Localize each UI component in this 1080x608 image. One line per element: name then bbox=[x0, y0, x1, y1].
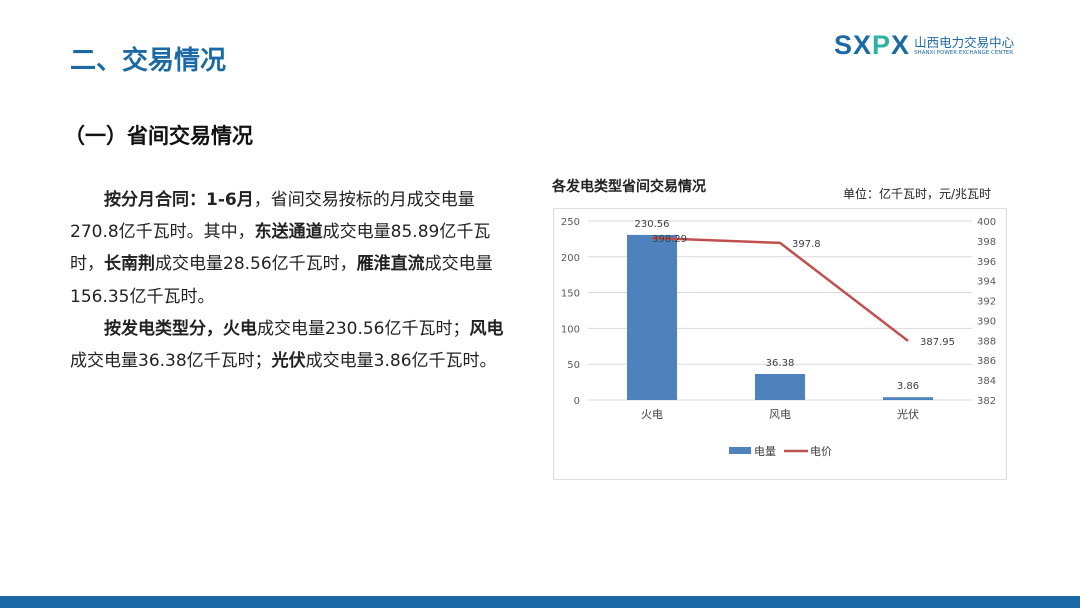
bold-text: 东送通道 bbox=[254, 222, 323, 243]
right-tick-label: 382 bbox=[977, 396, 996, 407]
right-tick-label: 400 bbox=[977, 217, 996, 228]
price-line bbox=[651, 236, 909, 342]
bar-data-label: 3.86 bbox=[897, 381, 919, 392]
paragraph-generation-type: 按发电类型分，火电成交电量230.56亿千瓦时；风电成交电量36.38亿千瓦时；… bbox=[70, 313, 515, 377]
text-run: 成交电量28.56亿千瓦时， bbox=[155, 254, 357, 275]
section-title: （一）省间交易情况 bbox=[64, 124, 253, 148]
chart-unit: 单位：亿千瓦时，元/兆瓦时 bbox=[843, 187, 992, 201]
bold-text: 光伏 bbox=[271, 351, 306, 372]
left-tick-label: 50 bbox=[567, 360, 580, 371]
right-tick-label: 398 bbox=[977, 237, 996, 248]
right-tick-label: 390 bbox=[977, 316, 996, 327]
legend-bar-swatch bbox=[729, 447, 751, 454]
logo-name-cn: 山西电力交易中心 bbox=[914, 34, 1015, 50]
bold-text: 风电 bbox=[469, 318, 504, 339]
logo-mark: SXPX bbox=[834, 30, 911, 60]
chart-title: 各发电类型省间交易情况 bbox=[552, 179, 706, 195]
right-tick-label: 394 bbox=[977, 277, 996, 288]
text-run: 成交电量85.89亿千瓦时， bbox=[70, 222, 491, 275]
category-label: 光伏 bbox=[897, 407, 919, 421]
category-label: 火电 bbox=[641, 408, 663, 421]
bar-data-label: 36.38 bbox=[766, 358, 795, 369]
text-run: 成交电量36.38亿千瓦时； bbox=[70, 351, 272, 372]
category-label: 风电 bbox=[769, 408, 791, 421]
text-run: ，省间交易按标的月成交电量270.8亿千瓦时。其中， bbox=[70, 190, 475, 243]
right-tick-label: 386 bbox=[977, 356, 996, 367]
bold-text: 雁淮直流 bbox=[356, 254, 425, 275]
left-tick-label: 200 bbox=[561, 253, 580, 264]
left-tick-label: 250 bbox=[561, 217, 580, 228]
bold-text: 长南荆 bbox=[104, 254, 155, 275]
line-data-label: 387.95 bbox=[920, 337, 955, 348]
bar-风电 bbox=[755, 373, 805, 400]
logo: SXPX 山西电力交易中心 SHANXI POWER EXCHANGE CENT… bbox=[834, 30, 1014, 61]
legend-label: 电量 bbox=[754, 445, 776, 458]
chart-frame bbox=[553, 208, 1007, 480]
right-tick-label: 392 bbox=[977, 297, 996, 308]
left-tick-label: 100 bbox=[561, 324, 580, 335]
paragraph-contract: 按分月合同：1-6月，省间交易按标的月成交电量270.8亿千瓦时。其中，东送通道… bbox=[70, 184, 515, 313]
body-text: 按分月合同：1-6月，省间交易按标的月成交电量270.8亿千瓦时。其中，东送通道… bbox=[70, 184, 515, 377]
right-tick-label: 384 bbox=[977, 376, 996, 387]
logo-name-en: SHANXI POWER EXCHANGE CENTER bbox=[914, 49, 1014, 56]
right-tick-label: 396 bbox=[977, 257, 996, 268]
text-run: 成交电量156.35亿千瓦时。 bbox=[70, 254, 493, 307]
left-tick-label: 0 bbox=[574, 396, 580, 407]
right-tick-label: 388 bbox=[977, 336, 996, 347]
page-title: 二、交易情况 bbox=[70, 46, 227, 76]
legend-label: 电价 bbox=[810, 445, 832, 458]
text-run: 成交电量3.86亿千瓦时。 bbox=[305, 351, 497, 372]
bottom-bar bbox=[0, 596, 1080, 608]
bar-火电 bbox=[627, 234, 677, 400]
line-data-label: 397.8 bbox=[792, 239, 821, 250]
text-run: 成交电量230.56亿千瓦时； bbox=[257, 318, 470, 339]
line-data-label: 398.29 bbox=[652, 234, 687, 245]
bar-光伏 bbox=[883, 397, 933, 400]
left-tick-label: 150 bbox=[561, 289, 580, 300]
bar-data-label: 230.56 bbox=[635, 219, 670, 230]
bold-text: 按分月合同：1-6月 bbox=[104, 190, 254, 210]
bold-text: 按发电类型分，火电 bbox=[104, 318, 257, 339]
